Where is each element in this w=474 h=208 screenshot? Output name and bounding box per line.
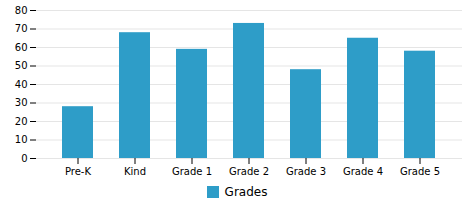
html-text:Grades: Grades xyxy=(224,185,268,199)
svg-text:Grade 5: Grade 5 xyxy=(400,166,440,177)
svg-text:40: 40 xyxy=(15,79,28,90)
svg-text:Grade 2: Grade 2 xyxy=(229,166,269,177)
svg-text:50: 50 xyxy=(15,60,28,71)
svg-text:20: 20 xyxy=(15,116,28,127)
svg-text:80: 80 xyxy=(15,5,28,16)
svg-text:0: 0 xyxy=(21,153,27,164)
svg-text:Grade 3: Grade 3 xyxy=(286,166,326,177)
svg-text:60: 60 xyxy=(15,42,28,53)
svg-text:Grade 4: Grade 4 xyxy=(343,166,383,177)
svg-text:Grade 1: Grade 1 xyxy=(172,166,212,177)
svg-text:10: 10 xyxy=(15,134,28,145)
svg-text:70: 70 xyxy=(15,23,28,34)
svg-text:Pre-K: Pre-K xyxy=(65,166,92,177)
svg-text:Kind: Kind xyxy=(124,166,146,177)
svg-text:30: 30 xyxy=(15,97,28,108)
